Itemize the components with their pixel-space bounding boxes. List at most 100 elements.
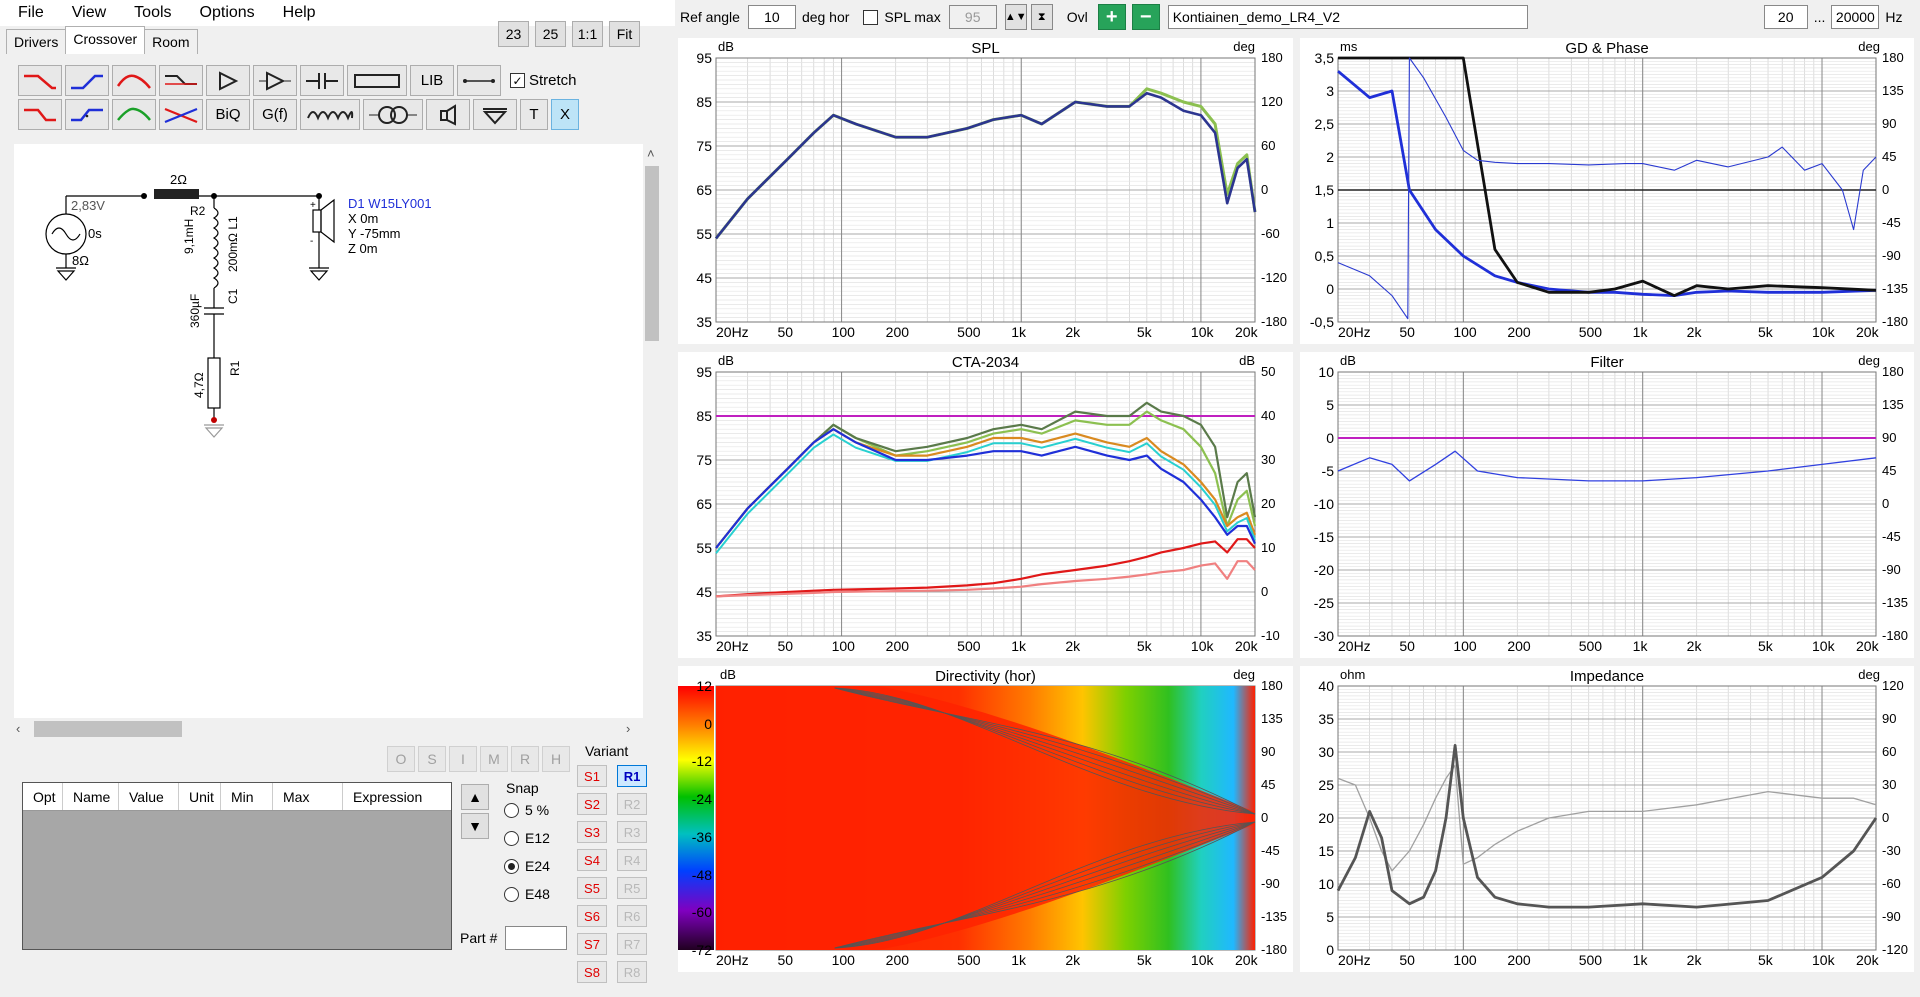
variant-s1-button[interactable]: S1 (577, 765, 607, 787)
opt-s-button[interactable]: S (418, 746, 446, 772)
allpass-button[interactable] (159, 99, 203, 130)
transformer-button[interactable] (363, 99, 423, 130)
inductor-button[interactable] (300, 99, 360, 130)
text-tool-button[interactable]: T (520, 99, 548, 130)
parameter-table[interactable]: Opt Name Value Unit Min Max Expression (22, 782, 452, 950)
spl-max-input[interactable]: 95 (948, 5, 997, 29)
variant-r5-button[interactable]: R5 (617, 877, 647, 899)
col-unit[interactable]: Unit (179, 783, 221, 810)
move-up-button[interactable]: ▲ (461, 784, 489, 810)
project-name-field[interactable]: Kontiainen_demo_LR4_V2 (1167, 5, 1528, 29)
variant-s5-button[interactable]: S5 (577, 877, 607, 899)
impedance-graph[interactable]: Impedance ohm deg 40 35 30 25 20 15 10 5 0 120 90 6… (1300, 666, 1914, 972)
variant-s8-button[interactable]: S8 (577, 961, 607, 983)
stretch-checkbox[interactable]: ✓ (510, 73, 525, 88)
filter-graph[interactable]: Filter dB deg 10 5 0 -5 -10 -15 -20 -25 -30 180 13… (1300, 352, 1914, 658)
directivity-graph[interactable]: Directivity (hor) dB deg 12 0 -12 -24 -36 -48… (678, 666, 1293, 972)
vertical-scroll-thumb[interactable] (645, 166, 659, 341)
menu-file[interactable]: File (18, 4, 44, 21)
col-expression[interactable]: Expression (353, 789, 423, 805)
ground-button[interactable] (473, 99, 517, 130)
lowpass-2-button[interactable] (18, 99, 62, 130)
amplifier-button[interactable] (206, 65, 250, 96)
opt-h-button[interactable]: H (542, 746, 570, 772)
zoom-25-button[interactable]: 25 (535, 21, 566, 47)
opt-o-button[interactable]: O (387, 746, 415, 772)
spl-max-checkbox[interactable] (863, 9, 879, 25)
col-max[interactable]: Max (273, 783, 343, 810)
lib-button[interactable]: LIB (410, 65, 454, 96)
gd-phase-graph[interactable]: GD & Phase ms deg 3,5 3 2,5 2 1,5 1 0,5 0 -0,5 18… (1300, 38, 1914, 344)
col-opt[interactable]: Opt (23, 783, 63, 810)
variant-s7-button[interactable]: S7 (577, 933, 607, 955)
radio-selected-icon[interactable] (504, 858, 519, 874)
cta-graph[interactable]: CTA-2034 dB dB 95 85 75 65 55 45 35 50 40 30 20 10 0… (678, 352, 1293, 658)
spl-spin-button[interactable]: ▲▼ (1004, 4, 1027, 30)
col-min[interactable]: Min (221, 783, 273, 810)
tab-drivers[interactable]: Drivers (6, 29, 67, 54)
bandpass-red-button[interactable] (112, 65, 156, 96)
overlay-add-button[interactable]: + (1097, 4, 1126, 30)
opt-i-button[interactable]: I (449, 746, 477, 772)
wire-button[interactable] (457, 65, 501, 96)
highpass-2-button[interactable] (65, 99, 109, 130)
zoom-1to1-button[interactable]: 1:1 (572, 21, 603, 47)
variant-s6-button[interactable]: S6 (577, 905, 607, 927)
overlay-remove-button[interactable]: − (1131, 4, 1160, 30)
lowpass-red-button[interactable] (18, 65, 62, 96)
scroll-up-icon[interactable]: ˄ (647, 146, 655, 161)
col-name[interactable]: Name (63, 783, 119, 810)
menu-view[interactable]: View (71, 4, 107, 21)
variant-r1-button[interactable]: R1 (617, 765, 647, 787)
freq-min-input[interactable]: 20 (1763, 5, 1808, 29)
scroll-left-icon[interactable]: ‹ (16, 721, 21, 736)
part-number-input[interactable] (505, 926, 568, 950)
ref-angle-input[interactable]: 10 (747, 5, 796, 29)
menu-help[interactable]: Help (282, 4, 316, 21)
variant-r8-button[interactable]: R8 (617, 961, 647, 983)
snap-option-e24[interactable]: E24 (504, 852, 550, 880)
stretch-toggle[interactable]: ✓ Stretch (510, 72, 577, 89)
freq-max-input[interactable]: 20000 (1831, 5, 1880, 29)
radio-icon[interactable] (504, 886, 519, 902)
menu-tools[interactable]: Tools (134, 4, 172, 21)
variant-r3-button[interactable]: R3 (617, 821, 647, 843)
radio-icon[interactable] (504, 802, 519, 818)
resistor-button[interactable] (347, 65, 407, 96)
variant-r2-button[interactable]: R2 (617, 793, 647, 815)
driver-name-label[interactable]: D1 W15LY001 (348, 196, 432, 211)
horizontal-scroll-thumb[interactable] (34, 721, 182, 737)
capacitor-button[interactable] (300, 65, 344, 96)
variant-r4-button[interactable]: R4 (617, 849, 647, 871)
shelf-button[interactable] (159, 65, 203, 96)
buffer-button[interactable] (253, 65, 297, 96)
highpass-blue-button[interactable] (65, 65, 109, 96)
zoom-23-button[interactable]: 23 (498, 21, 529, 47)
radio-icon[interactable] (504, 830, 519, 846)
x-tool-button[interactable]: X (551, 99, 579, 130)
menu-options[interactable]: Options (199, 4, 255, 21)
scroll-right-icon[interactable]: › (626, 721, 631, 736)
tab-crossover[interactable]: Crossover (65, 26, 146, 54)
variant-s3-button[interactable]: S3 (577, 821, 607, 843)
schematic-vertical-scrollbar[interactable]: ˄ (643, 144, 661, 718)
zoom-fit-button[interactable]: Fit (609, 21, 640, 47)
crossover-schematic[interactable]: + - 2,83V 0s 8Ω 2Ω R2 9,1mH 200mΩ L1 C1 … (14, 144, 644, 718)
col-value[interactable]: Value (119, 783, 179, 810)
bandpass-green-button[interactable] (112, 99, 156, 130)
move-down-button[interactable]: ▼ (461, 813, 489, 839)
tab-room[interactable]: Room (144, 29, 198, 54)
variant-s2-button[interactable]: S2 (577, 793, 607, 815)
biquad-button[interactable]: BiQ (206, 99, 250, 130)
opt-m-button[interactable]: M (480, 746, 508, 772)
speaker-button[interactable] (426, 99, 470, 130)
variant-s4-button[interactable]: S4 (577, 849, 607, 871)
transfer-function-button[interactable]: G(f) (253, 99, 297, 130)
spl-graph[interactable]: SPL dB deg 95 85 75 65 55 45 35 180 120 60 0 -60 -12… (678, 38, 1293, 344)
variant-r6-button[interactable]: R6 (617, 905, 647, 927)
schematic-horizontal-scrollbar[interactable]: ‹ › (14, 718, 644, 740)
snap-option-e12[interactable]: E12 (504, 824, 550, 852)
variant-r7-button[interactable]: R7 (617, 933, 647, 955)
snap-option-e48[interactable]: E48 (504, 880, 550, 908)
opt-r-button[interactable]: R (511, 746, 539, 772)
